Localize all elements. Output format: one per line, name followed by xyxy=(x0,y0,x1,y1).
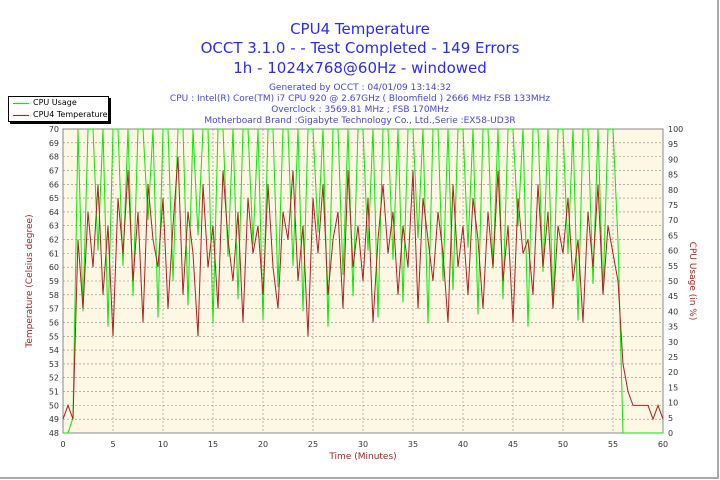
y2-tick-label: 30 xyxy=(668,338,678,347)
y-tick-label: 69 xyxy=(49,139,59,148)
x-tick-label: 20 xyxy=(258,440,268,449)
y2-tick-label: 100 xyxy=(668,125,683,134)
x-tick-label: 45 xyxy=(508,440,518,449)
y2-tick-label: 85 xyxy=(668,171,678,180)
y-tick-label: 60 xyxy=(49,263,59,272)
y-tick-label: 61 xyxy=(49,249,59,258)
legend: CPU Usage CPU4 Temperature xyxy=(8,96,109,122)
x-tick-label: 5 xyxy=(110,440,115,449)
y2-tick-label: 60 xyxy=(668,247,678,256)
y-tick-label: 67 xyxy=(49,166,59,175)
series-temperature xyxy=(62,156,664,421)
y-tick-label: 65 xyxy=(49,194,59,203)
y2-tick-label: 5 xyxy=(668,414,673,423)
y-tick-label: 54 xyxy=(49,346,59,355)
y-tick-label: 50 xyxy=(49,401,59,410)
y-tick-label: 55 xyxy=(49,332,59,341)
y2-tick-label: 20 xyxy=(668,368,678,377)
y2-tick-label: 50 xyxy=(668,277,678,286)
y-tick-label: 70 xyxy=(49,125,59,134)
y2-tick-label: 55 xyxy=(668,262,678,271)
x-tick-label: 25 xyxy=(308,440,318,449)
x-tick-label: 50 xyxy=(558,440,568,449)
y-tick-label: 59 xyxy=(49,277,59,286)
y-tick-label: 64 xyxy=(49,208,59,217)
y2-tick-label: 0 xyxy=(668,429,673,438)
y2-tick-label: 70 xyxy=(668,216,678,225)
y2-tick-label: 90 xyxy=(668,155,678,164)
x-tick-label: 30 xyxy=(358,440,368,449)
y-tick-label: 62 xyxy=(49,236,59,245)
y-axis-label: Temperature (Celsius degree) xyxy=(25,214,35,348)
info-line: Generated by OCCT : 04/01/09 13:14:32 xyxy=(268,83,452,93)
legend-item-temperature: CPU4 Temperature xyxy=(9,109,108,121)
chart-subtitle: OCCT 3.1.0 - - Test Completed - 149 Erro… xyxy=(200,39,520,57)
y2-tick-label: 75 xyxy=(668,201,678,210)
y2-tick-label: 10 xyxy=(668,399,678,408)
y-tick-label: 56 xyxy=(49,318,59,327)
x-tick-label: 60 xyxy=(658,440,668,449)
y-tick-label: 66 xyxy=(49,180,59,189)
y-tick-label: 52 xyxy=(49,374,59,383)
y-tick-label: 57 xyxy=(49,305,59,314)
x-tick-label: 55 xyxy=(608,440,618,449)
info-line: Motherboard Brand :Gigabyte Technology C… xyxy=(204,116,516,126)
chart-title: CPU4 Temperature xyxy=(290,20,430,38)
y2-tick-label: 95 xyxy=(668,140,678,149)
y2-tick-label: 15 xyxy=(668,383,678,392)
x-tick-label: 10 xyxy=(158,440,168,449)
y2-tick-label: 45 xyxy=(668,292,678,301)
y-tick-label: 68 xyxy=(49,153,59,162)
y-tick-label: 63 xyxy=(49,222,59,231)
x-tick-label: 35 xyxy=(408,440,418,449)
chart-subtitle-2: 1h - 1024x768@60Hz - windowed xyxy=(233,59,487,77)
y2-tick-label: 80 xyxy=(668,186,678,195)
y-tick-label: 58 xyxy=(49,291,59,300)
y2-tick-label: 25 xyxy=(668,353,678,362)
y2-tick-label: 35 xyxy=(668,323,678,332)
y-tick-label: 49 xyxy=(49,415,59,424)
y-tick-label: 53 xyxy=(49,360,59,369)
legend-item-cpu-usage: CPU Usage xyxy=(9,97,108,109)
y2-tick-label: 40 xyxy=(668,307,678,316)
y-tick-label: 51 xyxy=(49,388,59,397)
info-line: Overclock : 3569.81 MHz ; FSB 170MHz xyxy=(271,105,449,115)
x-axis-label: Time (Minutes) xyxy=(328,452,396,462)
info-line: CPU : Intel(R) Core(TM) i7 CPU 920 @ 2.6… xyxy=(169,94,551,104)
x-tick-label: 15 xyxy=(208,440,218,449)
y-tick-label: 48 xyxy=(49,429,59,438)
x-tick-label: 40 xyxy=(458,440,468,449)
y2-tick-label: 65 xyxy=(668,231,678,240)
x-tick-label: 0 xyxy=(60,440,65,449)
series-cpu-usage xyxy=(63,128,663,434)
y2-axis-label: CPU Usage (in %) xyxy=(687,242,697,321)
